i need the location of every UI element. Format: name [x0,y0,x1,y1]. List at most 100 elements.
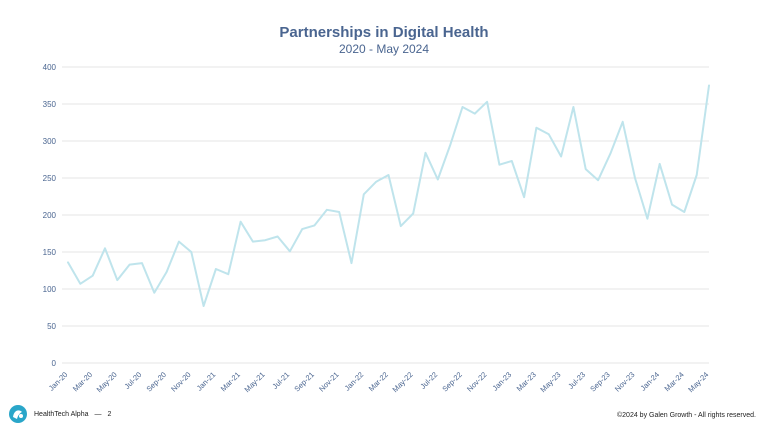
data-point [572,106,574,108]
x-tick-label: Mar-24 [663,370,686,393]
data-point [166,271,168,273]
page-number: 2 [107,410,112,418]
copyright-text: ©2024 by Galen Growth - All rights reser… [617,412,756,419]
chart-subtitle: 2020 - May 2024 [338,42,430,56]
data-point [622,121,624,123]
data-point [609,153,611,155]
x-tick-label: Mar-22 [367,370,390,393]
grid-lines [62,66,709,364]
y-tick-label: 350 [43,100,57,109]
x-tick-label: Jan-20 [47,370,70,393]
y-tick-label: 300 [43,137,57,146]
footer-brand: HealthTech Alpha — 2 [8,404,111,424]
data-point [449,144,451,146]
x-tick-label: May-22 [391,370,415,394]
data-point [178,241,180,243]
data-point [277,235,279,237]
data-point [141,262,143,264]
x-tick-label: Jan-24 [639,370,662,393]
data-point [79,283,81,285]
data-point [375,181,377,183]
x-tick-label: Jan-21 [195,370,218,393]
x-tick-label: Jul-20 [123,370,144,391]
data-point [708,85,710,87]
x-tick-label: May-20 [95,370,119,394]
data-point [683,211,685,213]
data-point [67,261,69,263]
data-point [289,250,291,252]
data-point [129,264,131,266]
data-point [203,305,205,307]
x-tick-label: Jul-23 [566,370,587,391]
data-point [92,275,94,277]
data-point [363,193,365,195]
data-point [264,239,266,241]
data-point [412,213,414,215]
data-point [252,241,254,243]
data-point [388,174,390,176]
data-point [461,106,463,108]
data-point [301,228,303,230]
x-tick-label: Jul-21 [270,370,291,391]
data-point [314,224,316,226]
data-point [474,113,476,115]
x-tick-label: Nov-23 [613,370,636,393]
y-tick-label: 0 [52,359,57,368]
x-tick-label: Jul-22 [418,370,439,391]
series-line [67,84,710,307]
x-tick-label: Nov-21 [317,370,340,393]
series-layer [67,84,710,307]
data-point [560,156,562,158]
x-tick-label: Mar-20 [71,370,94,393]
data-point [104,247,106,249]
x-tick-label: Jan-22 [343,370,366,393]
y-tick-label: 50 [47,322,56,331]
y-tick-label: 250 [43,174,57,183]
data-point [190,251,192,253]
data-point [498,164,500,166]
x-tick-label: May-21 [243,370,267,394]
data-point [548,133,550,135]
data-point [646,218,648,220]
data-point [659,163,661,165]
y-tick-label: 100 [43,285,57,294]
y-tick-label: 200 [43,211,57,220]
data-point [696,174,698,176]
data-point [240,221,242,223]
footer-separator: — [94,410,102,418]
chart-title: Partnerships in Digital Health [279,24,489,41]
brand-logo-icon [9,405,27,423]
data-point [634,177,636,179]
data-point [535,127,537,129]
x-tick-label: Sep-20 [145,370,168,393]
data-point [523,196,525,198]
x-tick-label: Sep-21 [292,370,315,393]
y-tick-label: 400 [43,63,57,72]
x-tick-label: Mar-23 [515,370,538,393]
y-axis: 0 50 100 150 200 250 300 350 400 [43,63,57,368]
brand-name: HealthTech Alpha [34,410,89,418]
x-tick-label: May-23 [538,370,562,394]
data-point [116,279,118,281]
data-point [338,211,340,213]
data-point [153,292,155,294]
data-point [511,160,513,162]
data-point [486,101,488,103]
x-axis: Jan-20 Mar-20 May-20 Jul-20 Sep-20 Nov-20 Jan-… [47,370,711,394]
data-point [424,152,426,154]
data-point [351,262,353,264]
data-point [215,268,217,270]
data-point [671,204,673,206]
data-point [400,225,402,227]
x-tick-label: Sep-23 [588,370,611,393]
data-point [585,168,587,170]
x-tick-label: Nov-20 [169,370,192,393]
data-point [227,273,229,275]
data-point [597,179,599,181]
x-tick-label: Jan-23 [491,370,514,393]
data-point [326,209,328,211]
x-tick-label: Mar-21 [219,370,242,393]
x-tick-label: Nov-22 [465,370,488,393]
y-tick-label: 150 [43,248,57,257]
